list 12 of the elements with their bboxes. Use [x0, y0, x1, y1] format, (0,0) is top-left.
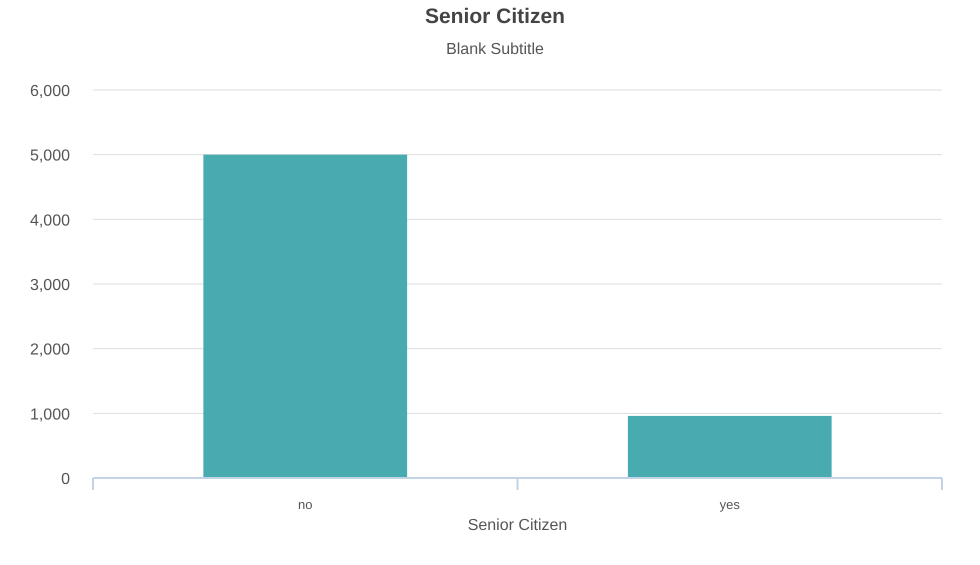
- y-tick-label: 0: [61, 471, 70, 488]
- y-tick-label: 3,000: [30, 277, 70, 294]
- x-axis-title: Senior Citizen: [468, 517, 568, 534]
- y-tick-label: 6,000: [30, 83, 70, 100]
- x-tick-label: yes: [720, 497, 740, 512]
- chart-title: Senior Citizen: [424, 5, 566, 28]
- y-tick-label: 1,000: [30, 406, 70, 424]
- chart-subtitle: Blank Subtitle: [446, 41, 544, 58]
- y-tick-label: 2,000: [30, 342, 70, 359]
- y-tick-label: 4,000: [30, 212, 70, 230]
- x-tick-label: no: [298, 497, 312, 512]
- y-tick-label: 5,000: [30, 148, 70, 165]
